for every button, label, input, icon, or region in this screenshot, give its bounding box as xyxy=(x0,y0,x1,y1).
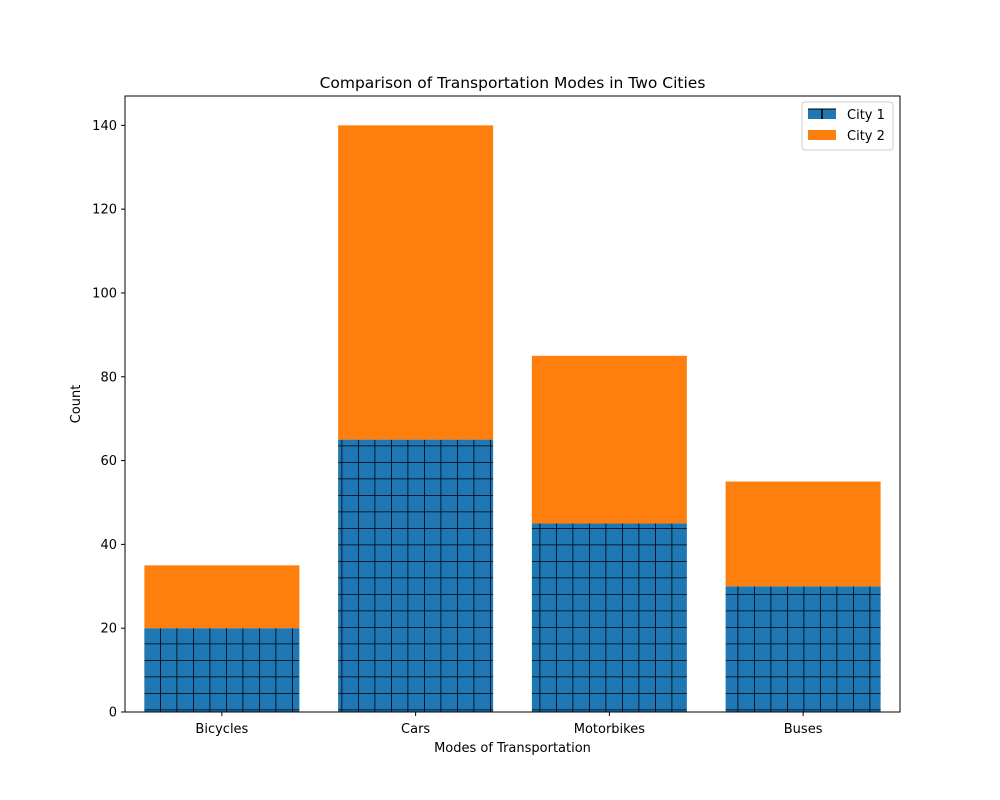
bar-series-2-buses xyxy=(725,481,881,587)
y-tick-label: 120 xyxy=(92,203,117,218)
legend: City 1 City 2 xyxy=(801,101,894,151)
y-tick-label: 0 xyxy=(109,706,117,721)
bar-series-1-buses xyxy=(725,586,881,712)
legend-items: City 1 City 2 xyxy=(808,108,885,144)
bar-series-2-motorbikes xyxy=(531,355,687,524)
legend-label-series-2: City 2 xyxy=(847,129,885,144)
plot-frame xyxy=(124,95,901,713)
x-tick-label: Bicycles xyxy=(195,722,248,737)
bar-series-1-cars xyxy=(338,439,494,712)
x-tick-label: Cars xyxy=(401,722,430,737)
y-tick-label: 40 xyxy=(100,538,117,553)
bar-series-1-bicycles xyxy=(144,628,300,712)
x-tick-label: Motorbikes xyxy=(574,722,645,737)
x-ticks: Bicycles Cars Motorbikes Buses xyxy=(195,712,823,737)
y-tick-label: 20 xyxy=(100,622,117,637)
chart-title: Comparison of Transportation Modes in Tw… xyxy=(320,74,706,92)
legend-label-series-1: City 1 xyxy=(847,108,885,123)
legend-swatch-series-2 xyxy=(808,130,836,140)
y-tick-label: 60 xyxy=(100,454,117,469)
y-tick-label: 80 xyxy=(100,370,117,385)
y-tick-label: 140 xyxy=(92,119,117,134)
axes-layer xyxy=(124,95,901,713)
y-axis-label: Count xyxy=(69,385,84,424)
bar-series-2-cars xyxy=(338,125,494,440)
bar-series-2-bicycles xyxy=(144,565,300,629)
y-ticks: 0 20 40 60 80 100 120 140 xyxy=(92,119,125,721)
bar-series-1-motorbikes xyxy=(531,523,687,712)
y-tick-label: 100 xyxy=(92,286,117,301)
x-tick-label: Buses xyxy=(784,722,823,737)
bars-layer xyxy=(144,125,881,712)
x-axis-label: Modes of Transportation xyxy=(434,741,591,756)
